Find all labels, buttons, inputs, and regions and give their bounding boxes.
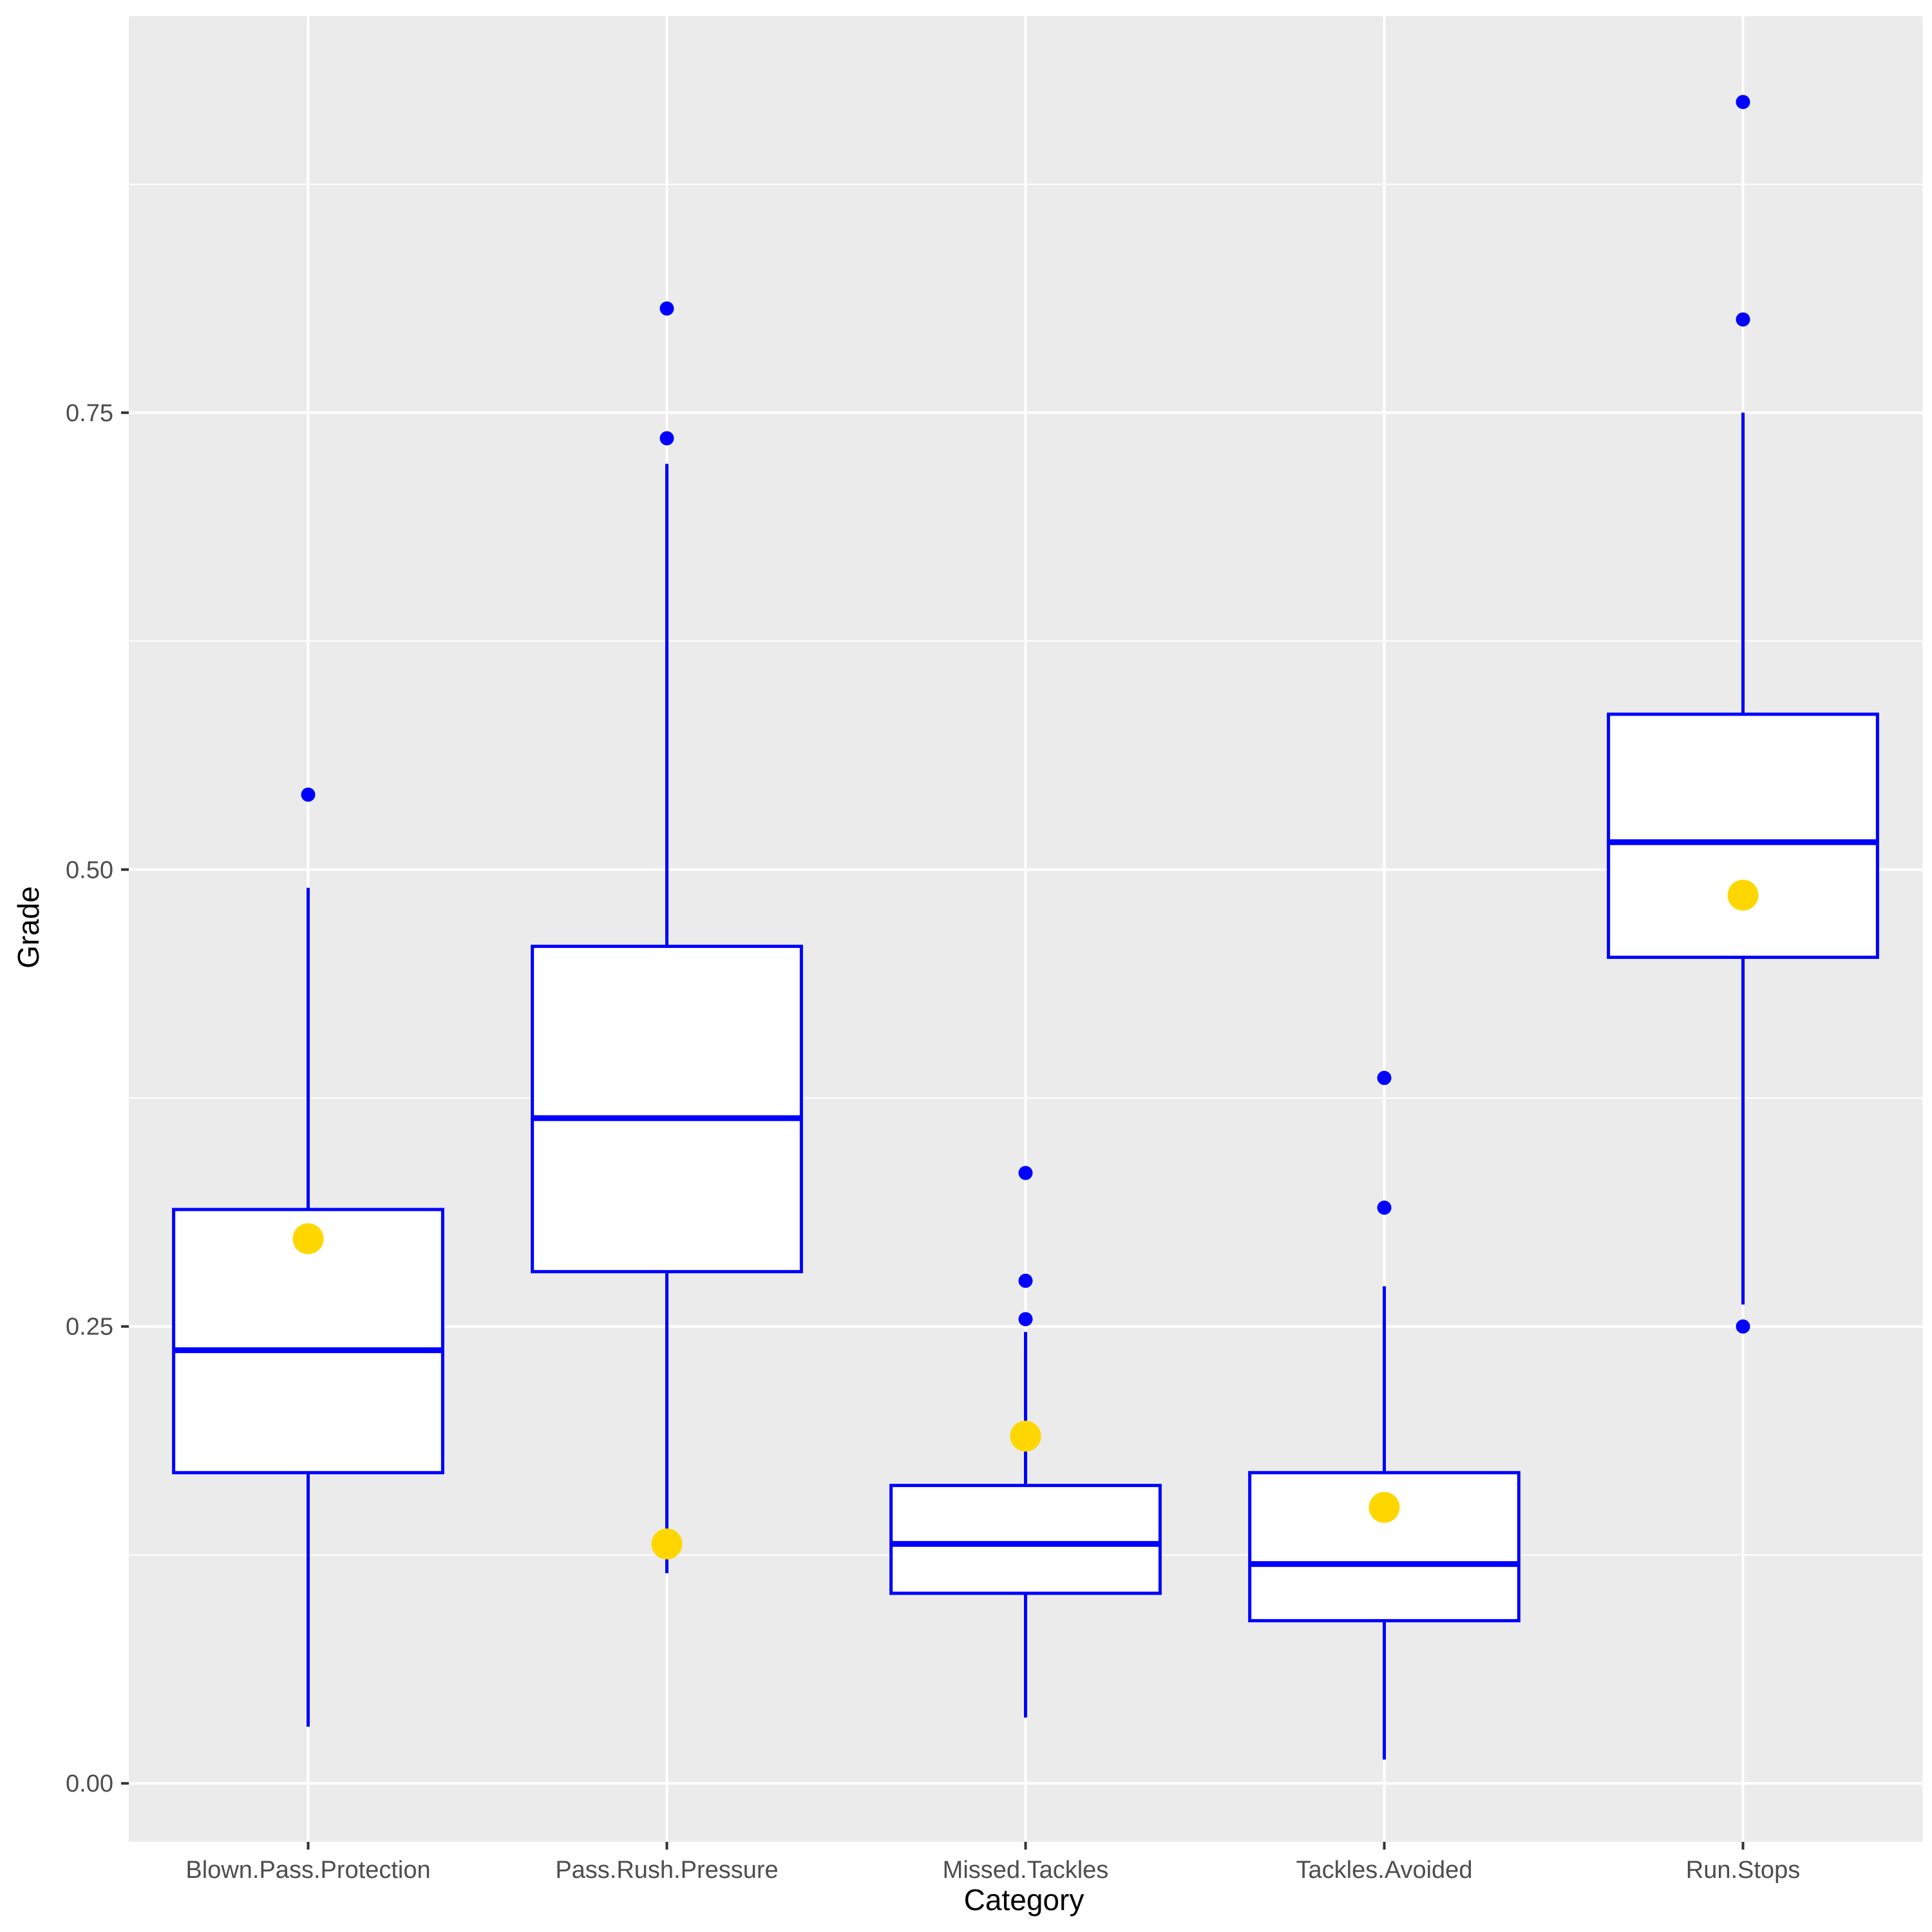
x-tick-label: Blown.Pass.Protection xyxy=(185,1857,430,1884)
outlier-point xyxy=(1377,1070,1392,1085)
boxes-layer xyxy=(172,95,1879,1760)
x-tick-label: Run.Stops xyxy=(1686,1857,1800,1884)
outlier-point xyxy=(1736,312,1750,327)
highlight-point xyxy=(1010,1421,1041,1452)
outlier-point xyxy=(301,787,316,802)
y-tick-label: 0.75 xyxy=(66,400,113,427)
x-tick-label: Tackles.Avoided xyxy=(1296,1857,1473,1884)
outlier-point xyxy=(1736,1319,1750,1334)
outlier-point xyxy=(659,431,674,446)
box xyxy=(1607,712,1879,959)
box xyxy=(889,1484,1162,1595)
outlier-point xyxy=(1018,1273,1033,1288)
highlight-point xyxy=(1368,1492,1400,1523)
y-axis-title: Grade xyxy=(12,886,45,969)
x-tick-label: Pass.Rush.Pressure xyxy=(555,1857,778,1884)
box-group xyxy=(172,787,444,1727)
y-tick-label: 0.50 xyxy=(66,857,113,884)
box-group xyxy=(1607,95,1879,1334)
box xyxy=(531,944,803,1274)
outlier-point xyxy=(1736,95,1750,109)
highlight-point xyxy=(651,1528,683,1560)
highlight-point xyxy=(292,1223,324,1255)
outlier-point xyxy=(1377,1200,1392,1215)
highlight-point xyxy=(1727,880,1759,911)
y-axis: 0.00 0.25 0.50 0.75 xyxy=(66,400,129,1797)
outlier-point xyxy=(659,301,674,316)
box-group xyxy=(889,1166,1162,1718)
box-group xyxy=(531,301,803,1573)
x-axis-title: Category xyxy=(964,1883,1084,1917)
outlier-point xyxy=(1018,1312,1033,1327)
y-tick-label: 0.25 xyxy=(66,1314,113,1341)
outlier-point xyxy=(1018,1166,1033,1180)
x-axis: Blown.Pass.Protection Pass.Rush.Pressure M… xyxy=(185,1842,1800,1884)
box-group xyxy=(1248,1070,1520,1760)
x-tick-label: Missed.Tackles xyxy=(943,1857,1109,1884)
y-tick-label: 0.00 xyxy=(66,1770,113,1797)
